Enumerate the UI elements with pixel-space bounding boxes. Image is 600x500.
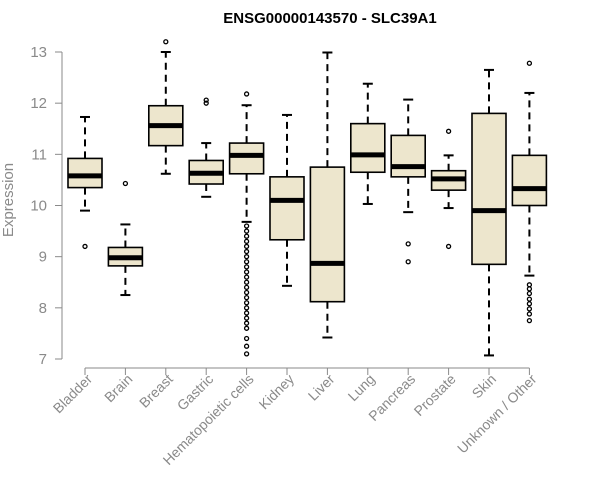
outlier-point [243, 223, 250, 229]
box-brain [107, 180, 144, 297]
y-tick-label: 10 [30, 198, 47, 215]
box-lung [349, 82, 386, 205]
iqr-box [471, 112, 507, 266]
y-tick-label: 8 [39, 300, 47, 317]
box-bladder [67, 115, 103, 250]
outlier-point [405, 259, 411, 265]
x-tick-label: Brain [101, 371, 135, 405]
outlier-point [526, 296, 533, 302]
outlier-point [526, 60, 533, 66]
outlier-point [203, 100, 209, 106]
outlier-point [243, 305, 250, 311]
x-tick-label: Lung [345, 371, 378, 404]
outlier-point [243, 254, 250, 260]
y-axis-label: Expression [0, 163, 17, 237]
outlier-point [243, 238, 250, 244]
outlier-point [526, 306, 533, 312]
outlier-point [445, 128, 452, 134]
outlier-point [526, 290, 533, 297]
iqr-box [349, 122, 386, 174]
iqr-box [511, 154, 548, 207]
y-tick-label: 12 [30, 95, 47, 112]
outlier-point [243, 320, 250, 326]
x-tick-label: Breast [136, 371, 176, 411]
outlier-point [122, 180, 129, 187]
box-liver [309, 51, 346, 339]
outlier-point [445, 243, 452, 250]
outlier-point [243, 315, 250, 321]
outlier-point [243, 294, 250, 301]
box-breast [148, 39, 184, 175]
outlier-point [243, 310, 250, 316]
outlier-point [243, 259, 250, 265]
outlier-point [243, 264, 250, 270]
outlier-point [243, 269, 250, 275]
y-axis: 7 8 9 10 11 12 13 [30, 44, 63, 368]
outlier-point [526, 282, 533, 288]
outlier-point [526, 317, 533, 324]
outlier-point [243, 325, 250, 331]
x-tick-label: Prostate [411, 371, 459, 419]
x-tick-label: Kidney [256, 371, 298, 413]
y-tick-label: 7 [39, 351, 47, 368]
outlier-point [243, 279, 250, 285]
outlier-point [163, 39, 169, 45]
y-tick-label: 11 [31, 146, 47, 163]
iqr-box [390, 134, 427, 178]
box-pancreas [390, 98, 427, 265]
outlier-point [243, 351, 250, 357]
outlier-point [243, 233, 250, 239]
outlier-point [243, 300, 250, 306]
outlier-point [243, 228, 250, 234]
outlier-point [243, 343, 250, 349]
box-kidney [269, 113, 305, 287]
iqr-box [228, 142, 265, 175]
x-tick-label: Skin [469, 371, 500, 402]
y-tick-label: 13 [30, 44, 47, 61]
x-tick-label: Liver [305, 371, 338, 404]
y-tick-label: 9 [39, 249, 47, 266]
box-unknown-other [511, 60, 548, 324]
outlier-point [526, 311, 533, 317]
iqr-box [269, 176, 305, 241]
box-hematopoietic-cells [228, 91, 265, 357]
outlier-point [82, 243, 88, 250]
box-series [67, 39, 548, 357]
outlier-point [526, 286, 533, 292]
outlier-point [243, 248, 250, 255]
x-tick-label: Bladder [50, 371, 96, 417]
box-prostate [430, 128, 467, 250]
iqr-box [67, 157, 103, 189]
outlier-point [203, 97, 209, 103]
outlier-point [405, 241, 411, 247]
outlier-point [243, 335, 250, 342]
outlier-point [243, 284, 250, 291]
outlier-point [243, 91, 250, 97]
iqr-box [309, 166, 346, 303]
outlier-point [526, 301, 533, 307]
chart-title: ENSG00000143570 - SLC39A1 [223, 10, 436, 27]
outlier-point [243, 274, 250, 280]
box-gastric [188, 97, 224, 198]
outlier-point [243, 243, 250, 250]
outlier-point [243, 289, 250, 296]
box-skin [471, 68, 507, 357]
